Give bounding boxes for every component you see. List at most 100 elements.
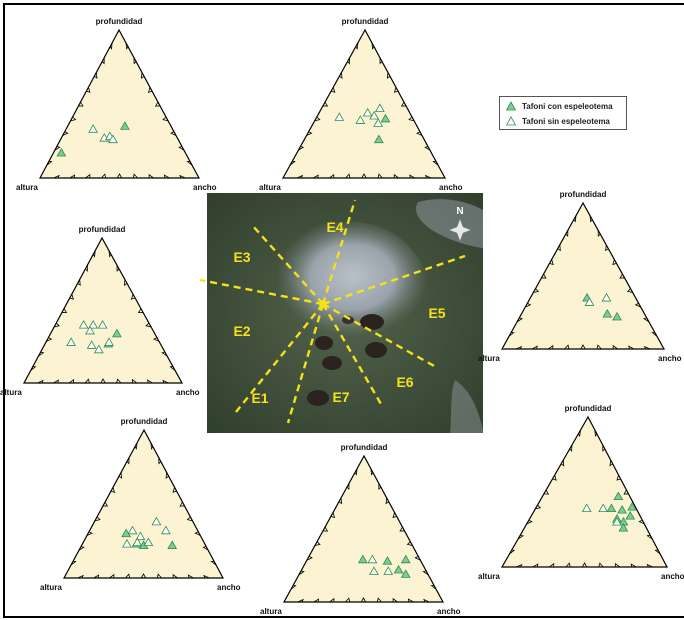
ternary-tick [109,42,113,50]
ternary-tick [346,483,350,491]
tafoni-without-speleothem-marker [108,134,118,144]
ternary-tick [147,87,153,93]
ternary-tick [78,101,84,107]
tafoni-without-speleothem-marker [355,115,366,124]
ternary-tick [560,460,565,467]
ternary-tick [552,474,557,481]
tafoni-with-speleothem-marker [382,556,393,565]
ternary-diagram-e2: profundidad altura ancho [0,225,200,397]
ternary-tick [69,293,74,300]
ternary-tick [354,468,358,476]
ternary-tick [423,598,430,603]
ternary-diagram-e7: profundidad altura ancho [260,443,461,616]
tafoni-with-speleothem-marker [617,504,628,514]
ternary-tick [93,574,100,579]
ternary-triangle [500,201,666,350]
ternary-tick [399,526,405,532]
ternary-tick [360,597,367,603]
ternary-tick [70,116,77,122]
ternary-tick [347,57,351,65]
axis-label-ancho: ancho [439,183,463,192]
ternary-tick [329,597,335,603]
ternary-tick [109,573,115,579]
ternary-tick [616,474,621,481]
ternary-tick [330,512,336,519]
ternary-tick [154,101,161,107]
tafoni-without-speleothem-marker [143,537,154,547]
ternary-tick [614,562,620,568]
ternary-tick [626,288,633,293]
tafoni-without-speleothem-marker [367,554,378,564]
tafoni-without-speleothem-marker [601,292,612,302]
ternary-tick [289,160,296,166]
ternary-tick [145,322,152,328]
ternary-tick [612,259,617,266]
ternary-tick [516,317,524,323]
tafoni-without-speleothem-marker [78,319,89,329]
ternary-tick [345,173,351,179]
ternary-tick [110,487,116,493]
tafoni-without-speleothem-marker [132,537,143,547]
axis-label-ancho: ancho [176,388,200,397]
ternary-tick [132,173,138,179]
ternary-tick [409,174,415,179]
tafoni-without-speleothem-marker [369,566,379,575]
ternary-tick [78,546,85,551]
ternary-tick [569,445,573,452]
ternary-tick [153,337,160,342]
ternary-tick [161,351,168,357]
ternary-tick [379,57,383,65]
zone-divider-line [322,254,466,306]
axis-label-profundidad: profundidad [560,190,607,199]
axis-label-profundidad: profundidad [565,404,612,413]
tafoni-without-speleothem-marker [598,503,609,513]
ternary-tick [557,244,561,252]
ternary-diagram-e4: profundidad altura ancho [259,17,463,192]
ternary-tick [162,379,169,384]
tafoni-without-speleothem-marker [151,516,162,526]
axis-label-altura: altura [260,607,282,616]
ternary-tick [541,273,547,279]
zone-center-marker [319,300,327,308]
aerial-photo: E1 E2 E3 E4 E5 E6 E7 N [199,193,483,433]
ternary-tick [125,573,131,579]
ternary-tick [53,379,59,384]
tafoni-without-speleothem-marker [581,503,592,513]
ternary-tick [125,42,129,50]
axis-label-profundidad: profundidad [79,225,126,234]
tafoni-without-speleothem-marker [135,531,146,541]
ternary-tick [186,160,193,166]
tafoni-without-speleothem-marker [122,538,132,548]
ternary-tick [131,378,138,384]
tafoni-without-speleothem-marker [88,124,98,133]
ternary-tick [94,72,98,79]
axis-label-ancho: ancho [658,354,682,363]
tafoni-without-speleothem-marker [612,516,622,526]
axis-label-profundidad: profundidad [342,17,389,26]
ternary-tick [38,351,45,357]
tafoni-without-speleothem-marker [362,107,373,117]
zone-divider-line [199,278,324,306]
ternary-triangle [500,415,668,568]
ternary-tick [123,279,128,286]
ternary-tick [70,560,77,566]
ternary-tick [94,516,101,522]
ternary-tick [30,366,37,371]
tafoni-with-speleothem-marker [373,134,384,144]
ternary-tick [85,173,91,179]
zone-label-e7: E7 [332,389,349,405]
figure-frame [3,3,684,618]
ternary-tick [298,146,305,151]
tafoni-with-speleothem-marker [613,491,624,501]
tafoni-with-speleothem-marker [627,501,637,511]
axis-label-altura: altura [259,183,281,192]
ternary-tick [408,116,415,122]
ternary-tick [345,597,351,603]
tafoni-with-speleothem-marker [400,569,411,578]
axis-label-altura: altura [0,388,22,397]
ternary-tick [407,598,414,603]
tafoni-without-speleothem-marker [334,112,345,121]
ternary-tick [602,445,606,452]
ternary-tick [210,560,217,566]
ternary-tick [355,42,359,50]
